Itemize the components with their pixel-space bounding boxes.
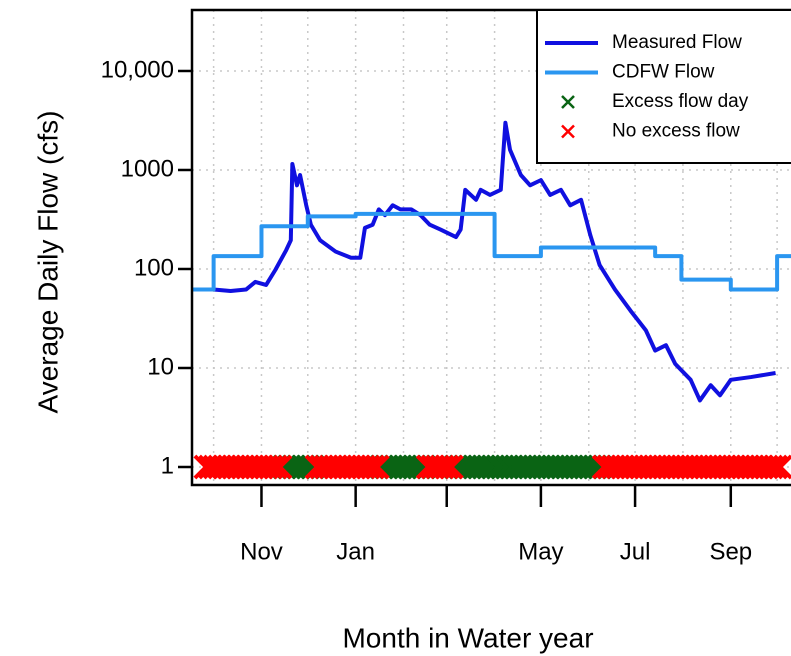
marker — [360, 454, 386, 480]
marker — [434, 454, 460, 480]
line — [213, 120, 776, 403]
legend: Measured Flow CDFW Flow Excess flow day No … — [536, 9, 791, 164]
marker — [758, 454, 784, 480]
legend-marker — [561, 95, 575, 109]
x-tick-label: Jul — [620, 538, 651, 565]
marker — [355, 454, 381, 480]
x-tick-label: May — [518, 538, 563, 565]
y-tick-label: 10,000 — [101, 56, 174, 83]
legend-label: Excess flow day — [612, 91, 749, 112]
legend-label: CDFW Flow — [612, 62, 715, 83]
x-tick-label: Nov — [240, 538, 283, 565]
axes: 1 10 100 1000 10,000 Nov Jan May Jul Sep — [101, 8, 791, 565]
step-line — [192, 211, 791, 292]
legend-box — [536, 9, 791, 164]
y-tick-label: 10 — [147, 353, 174, 380]
x-axis-title: Month in Water year — [342, 622, 593, 653]
marker — [767, 454, 791, 480]
y-tick-label: 100 — [134, 254, 174, 281]
marker — [763, 454, 788, 480]
marker — [429, 454, 455, 480]
x-tick-label: Sep — [709, 538, 752, 565]
y-axis-title: Average Daily Flow (cfs) — [32, 111, 63, 414]
legend-marker — [561, 124, 575, 139]
plot-area — [192, 120, 791, 480]
marker — [364, 454, 390, 480]
marker — [262, 454, 288, 480]
legend-label: Measured Flow — [612, 32, 742, 53]
plot-frame — [190, 8, 791, 487]
marker — [258, 454, 284, 480]
x-tick-label: Jan — [336, 538, 375, 565]
y-tick-label: 1000 — [121, 155, 174, 182]
legend-label: No excess flow — [612, 121, 740, 142]
marker — [267, 454, 293, 480]
y-tick-label: 1 — [161, 452, 174, 479]
marker — [438, 454, 464, 480]
